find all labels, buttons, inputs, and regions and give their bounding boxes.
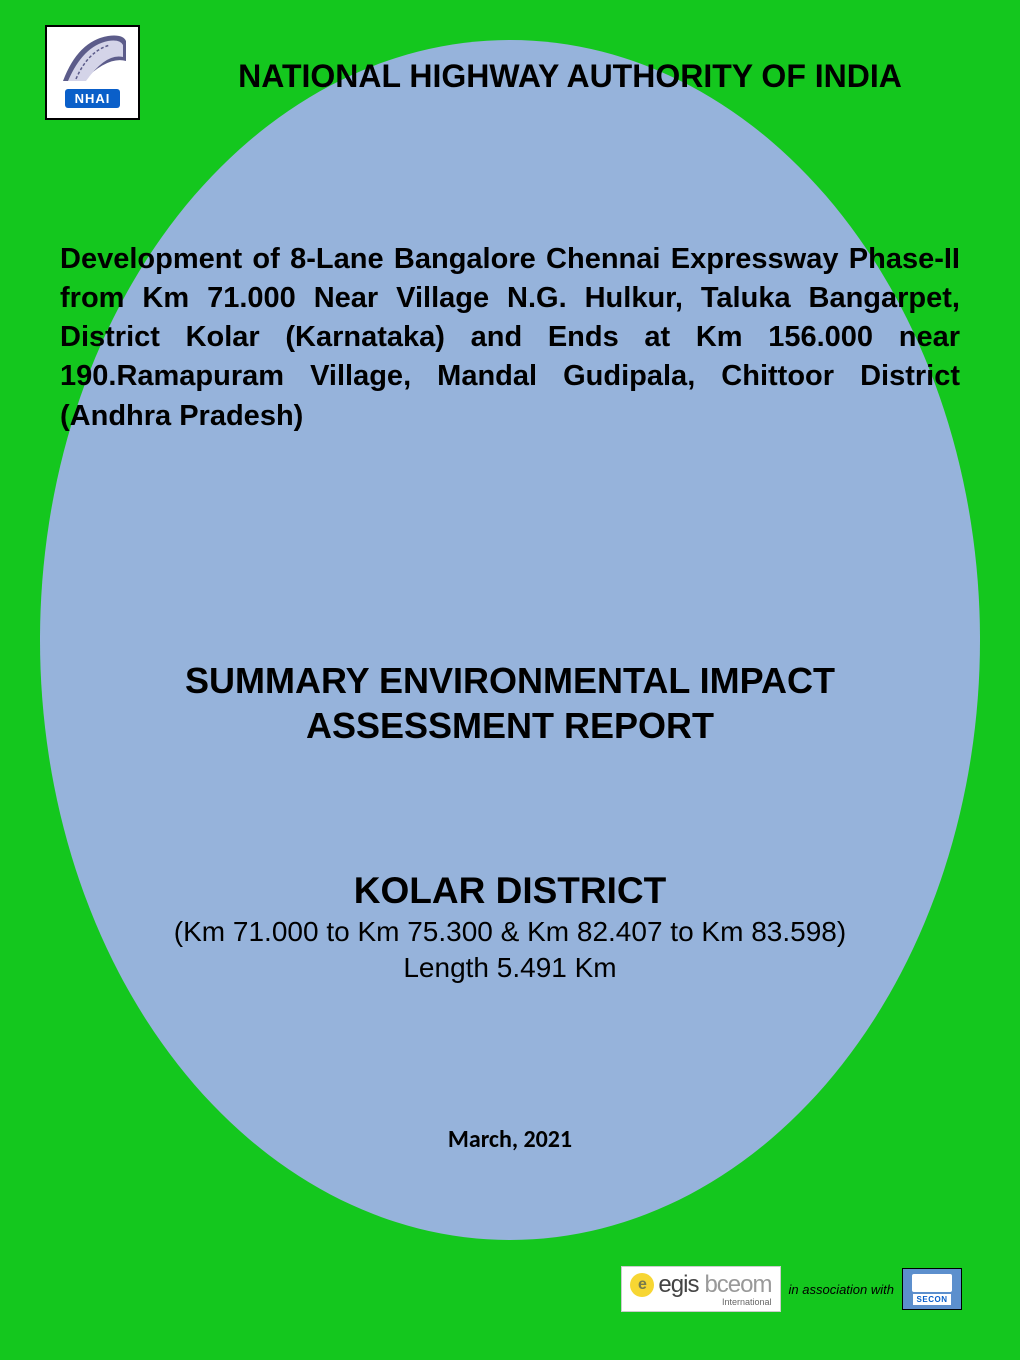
length-text: Length 5.491 Km bbox=[60, 952, 960, 984]
district-title: KOLAR DISTRICT bbox=[60, 870, 960, 912]
nhai-logo: NHAI bbox=[45, 25, 140, 120]
district-section: KOLAR DISTRICT (Km 71.000 to Km 75.300 &… bbox=[60, 870, 960, 984]
report-title: SUMMARY ENVIRONMENTAL IMPACT ASSESSMENT … bbox=[60, 658, 960, 748]
date-text: March, 2021 bbox=[60, 1125, 960, 1154]
project-description: Development of 8-Lane Bangalore Chennai … bbox=[60, 240, 960, 436]
secon-logo: SECON bbox=[902, 1268, 962, 1310]
report-title-line2: ASSESSMENT REPORT bbox=[60, 703, 960, 748]
km-range: (Km 71.000 to Km 75.300 & Km 82.407 to K… bbox=[60, 916, 960, 948]
header-title: NATIONAL HIGHWAY AUTHORITY OF INDIA bbox=[165, 58, 975, 95]
nhai-label: NHAI bbox=[65, 89, 121, 108]
background-oval bbox=[40, 40, 980, 1240]
egis-main: e egis bceom bbox=[630, 1271, 771, 1299]
report-title-line1: SUMMARY ENVIRONMENTAL IMPACT bbox=[60, 658, 960, 703]
secon-logo-icon bbox=[912, 1274, 952, 1292]
footer-logos: e egis bceom International in associatio… bbox=[621, 1266, 962, 1312]
egis-intl-text: International bbox=[722, 1297, 772, 1307]
egis-logo: e egis bceom International bbox=[621, 1266, 780, 1312]
secon-label: SECON bbox=[913, 1294, 952, 1305]
bceom-text: bceom bbox=[704, 1271, 771, 1299]
nhai-road-icon bbox=[58, 31, 128, 86]
egis-text: egis bbox=[658, 1271, 698, 1299]
egis-e-icon: e bbox=[630, 1273, 654, 1297]
association-text: in association with bbox=[789, 1282, 895, 1297]
